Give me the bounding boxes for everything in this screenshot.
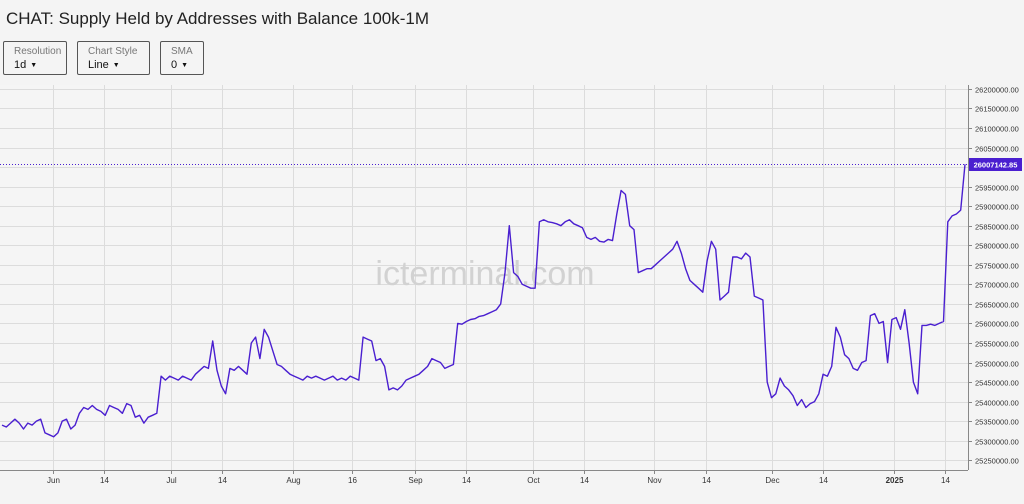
y-tick-label: 26150000.00 — [975, 105, 1019, 114]
x-tick-label: Sep — [408, 476, 423, 485]
resolution-label: Resolution — [14, 46, 62, 57]
chart-title: CHAT: Supply Held by Addresses with Bala… — [6, 9, 429, 28]
resolution-value: 1d — [14, 59, 27, 71]
y-tick-label: 25350000.00 — [975, 418, 1019, 427]
x-tick-label: Dec — [765, 476, 779, 485]
x-tick-label: Jul — [166, 476, 176, 485]
x-tick-label: 16 — [348, 476, 357, 485]
caret-down-icon: ▼ — [181, 62, 189, 69]
last-value-label: 26007142.85 — [974, 161, 1018, 170]
y-tick-label: 25600000.00 — [975, 320, 1019, 329]
y-tick-label: 25450000.00 — [975, 379, 1019, 388]
chart-style-value: Line — [88, 59, 109, 71]
watermark: icterminal.com — [375, 255, 594, 293]
x-tick-label: 14 — [941, 476, 950, 485]
x-tick-label: Nov — [647, 476, 661, 485]
y-tick-label: 25950000.00 — [975, 184, 1019, 193]
x-tick-label: 14 — [580, 476, 589, 485]
y-tick-label: 26050000.00 — [975, 145, 1019, 154]
x-tick-label: Jun — [47, 476, 60, 485]
sma-value: 0 — [171, 59, 178, 71]
y-tick-label: 25250000.00 — [975, 457, 1019, 466]
resolution-dropdown[interactable]: Resolution 1d ▼ — [3, 41, 67, 75]
caret-down-icon: ▼ — [112, 62, 120, 69]
x-tick-label: 2025 — [886, 476, 904, 485]
sma-label: SMA — [171, 46, 193, 57]
series-line[interactable] — [1, 164, 966, 438]
x-tick-label: 14 — [819, 476, 828, 485]
y-tick-label: 26100000.00 — [975, 125, 1019, 134]
plot-area — [0, 85, 968, 470]
x-tick-label: Aug — [286, 476, 300, 485]
x-tick-label: 14 — [218, 476, 227, 485]
x-tick-label: 14 — [702, 476, 711, 485]
chart-style-label: Chart Style — [88, 46, 138, 57]
y-tick-label: 25550000.00 — [975, 340, 1019, 349]
y-tick-label: 25700000.00 — [975, 281, 1019, 290]
y-tick-label: 25800000.00 — [975, 242, 1019, 251]
chart-style-dropdown[interactable]: Chart Style Line ▼ — [77, 41, 150, 75]
sma-dropdown[interactable]: SMA 0 ▼ — [160, 41, 204, 75]
x-tick-label: 14 — [462, 476, 471, 485]
chart-controls: Resolution 1d ▼ Chart Style Line ▼ SMA 0 ▼ — [3, 41, 204, 75]
y-tick-label: 25650000.00 — [975, 301, 1019, 310]
x-tick-label: Oct — [527, 476, 540, 485]
y-tick-label: 25850000.00 — [975, 223, 1019, 232]
y-tick-label: 26200000.00 — [975, 86, 1019, 95]
x-tick-label: 14 — [100, 476, 109, 485]
last-value-tag — [969, 158, 1022, 171]
y-tick-label: 25300000.00 — [975, 438, 1019, 447]
y-tick-label: 25400000.00 — [975, 399, 1019, 408]
y-tick-label: 25500000.00 — [975, 360, 1019, 369]
y-tick-label: 25750000.00 — [975, 262, 1019, 271]
caret-down-icon: ▼ — [30, 62, 38, 69]
y-tick-label: 25900000.00 — [975, 203, 1019, 212]
